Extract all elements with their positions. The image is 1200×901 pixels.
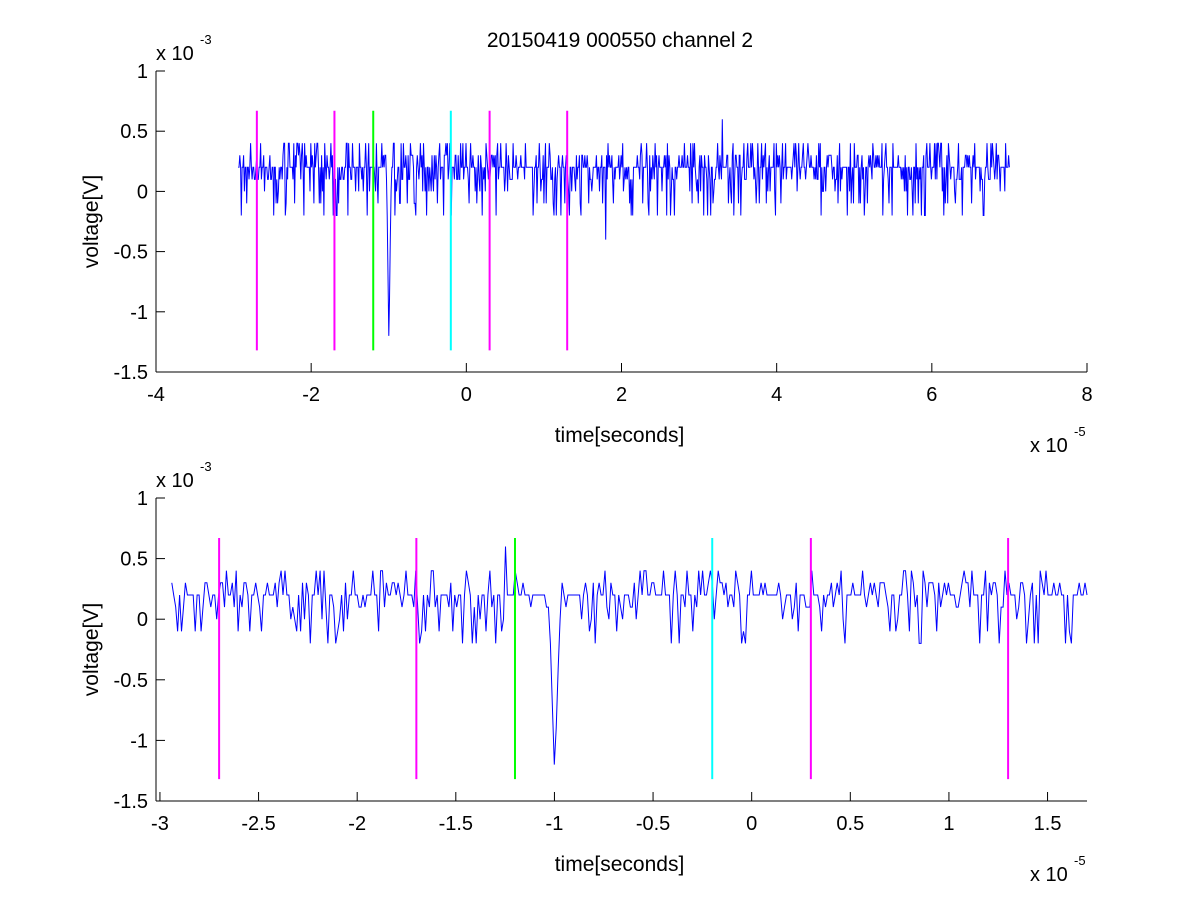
x-tick-label: 1 <box>943 813 954 835</box>
y-tick-label: -1.5 <box>114 791 148 813</box>
voltage-trace-line <box>171 546 1088 765</box>
y-axis-label: voltage[V] <box>80 175 103 268</box>
x-tick-label: 0 <box>461 384 472 406</box>
y-multiplier-exponent: -3 <box>200 32 212 47</box>
voltage-trace-line <box>238 119 1010 336</box>
y-tick-label: -1 <box>130 730 148 752</box>
x-tick-label: 6 <box>926 384 937 406</box>
x-multiplier-label: x 10 <box>1030 864 1068 886</box>
top-plot: -4 -2 0 2 4 6 8 -1.5 -1 -0.5 0 0.5 1 x 10 -3 x 10 -5 time… <box>80 32 1093 457</box>
x-tick-label: 0 <box>746 813 757 835</box>
y-axis-label: voltage[V] <box>80 603 103 696</box>
y-tick-label: 0 <box>137 181 148 203</box>
x-tick-label: 4 <box>771 384 782 406</box>
x-tick-label: -2.5 <box>241 813 275 835</box>
x-axis-label: time[seconds] <box>555 424 685 447</box>
x-multiplier-label: x 10 <box>1030 435 1068 457</box>
x-tick-label: -3 <box>151 813 169 835</box>
y-multiplier-label: x 10 <box>156 43 194 65</box>
x-tick-label: 2 <box>616 384 627 406</box>
y-tick-label: 1 <box>137 61 148 83</box>
x-multiplier-exponent: -5 <box>1074 853 1086 868</box>
x-axis-label: time[seconds] <box>555 853 685 876</box>
x-tick-label: 0.5 <box>836 813 864 835</box>
y-tick-label: 0 <box>137 609 148 631</box>
x-tick-label: -4 <box>147 384 165 406</box>
y-tick-label: 0.5 <box>120 549 148 571</box>
x-tick-label: -2 <box>348 813 366 835</box>
y-multiplier-exponent: -3 <box>200 459 212 474</box>
x-tick-label: -1.5 <box>439 813 473 835</box>
x-tick-label: 8 <box>1081 384 1092 406</box>
y-tick-label: -1 <box>130 302 148 324</box>
y-multiplier-label: x 10 <box>156 470 194 492</box>
y-tick-label: -0.5 <box>114 242 148 264</box>
x-tick-label: 1.5 <box>1034 813 1062 835</box>
bottom-plot: -3 -2.5 -2 -1.5 -1 -0.5 0 0.5 1 1.5 -1.5 -1 -0.5 0 0.5… <box>80 459 1088 886</box>
x-tick-label: -1 <box>546 813 564 835</box>
x-tick-label: -0.5 <box>636 813 670 835</box>
x-tick-label: -2 <box>302 384 320 406</box>
figure-title: 20150419 000550 channel 2 <box>487 29 753 52</box>
x-multiplier-exponent: -5 <box>1074 424 1086 439</box>
y-tick-label: 1 <box>137 488 148 510</box>
y-tick-label: -0.5 <box>114 670 148 692</box>
y-tick-label: -1.5 <box>114 362 148 384</box>
y-tick-label: 0.5 <box>120 121 148 143</box>
